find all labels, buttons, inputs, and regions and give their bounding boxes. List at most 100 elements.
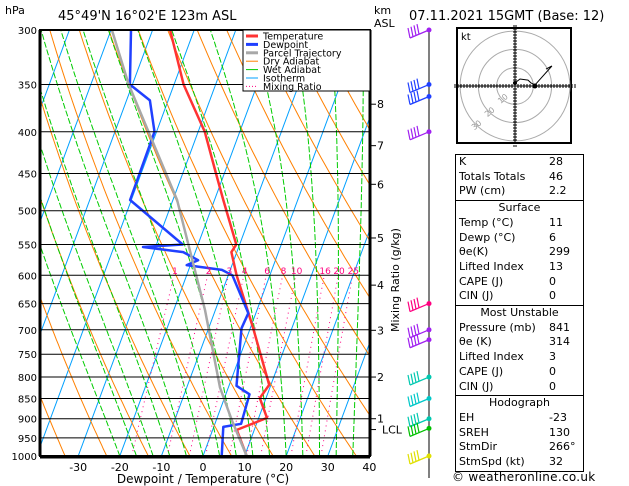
km-tick-label: 1: [377, 413, 384, 426]
index-value: 3: [549, 350, 556, 364]
index-value: 11: [549, 215, 563, 229]
wind-barb: [407, 297, 432, 313]
pressure-tick-label: 750: [18, 350, 37, 361]
index-value: 0: [549, 289, 556, 303]
wind-barb-feather: [413, 325, 417, 336]
wind-barb-feather: [407, 27, 411, 39]
pressure-tick-label: 300: [18, 26, 37, 37]
dry-adiabat-line: [601, 18, 629, 456]
index-label: StmDir: [459, 440, 498, 454]
isotherm-line: [160, 30, 320, 456]
wind-barb-feather: [410, 128, 414, 139]
pressure-tick-label: 650: [18, 300, 37, 311]
wind-barb: [407, 78, 432, 94]
wind-barb-shaft: [409, 329, 430, 339]
legend-label: Dry Adiabat: [263, 57, 320, 68]
index-value: 314: [549, 335, 570, 349]
wind-barb-feather: [413, 91, 417, 102]
dry-adiabat-line: [108, 30, 316, 456]
wind-barb: [407, 449, 432, 465]
index-value: 6: [549, 230, 556, 244]
km-tick-label: 2: [377, 371, 384, 384]
wind-barb: [407, 125, 432, 141]
index-label: Lifted Index: [459, 350, 524, 364]
wind-barb-feather: [407, 301, 411, 312]
pressure-tick-label: 350: [18, 81, 37, 92]
index-row: CIN (J) 0: [459, 380, 583, 395]
x-axis-title: Dewpoint / Temperature (°C): [117, 472, 289, 486]
pressure-tick-label: 700: [18, 326, 37, 337]
wind-barb-feather: [410, 336, 414, 347]
wind-barb-feather: [410, 373, 414, 384]
km-tick-label: LCL: [382, 424, 403, 437]
hodograph-start-dot: [513, 81, 517, 85]
wind-barb-feather: [413, 393, 417, 405]
x-tick-label: -20: [111, 461, 129, 474]
index-row: StmSpd (kt) 32: [459, 455, 583, 470]
x-tick-label: -10: [152, 461, 170, 474]
wind-barb-feather: [407, 453, 411, 465]
legend-label: Isotherm: [263, 74, 305, 85]
index-row: PW (cm) 2.2: [459, 184, 583, 199]
wind-barb-feather: [416, 323, 420, 335]
index-value: 28: [549, 155, 563, 168]
wind-barb-feather: [410, 81, 414, 92]
hodograph-trace: [514, 65, 553, 86]
hpa-label: hPa: [5, 4, 25, 17]
isotherm-line: [202, 30, 362, 456]
x-tick-label: 0: [200, 461, 207, 474]
legend-label: Parcel Trajectory: [263, 48, 342, 59]
x-tick-label: -30: [69, 461, 87, 474]
km-tick-label: 6: [377, 178, 384, 191]
index-row: EH -23: [459, 411, 583, 426]
wind-barb-feather: [416, 371, 420, 382]
footer-copyright: © weatheronline.co.uk: [452, 470, 596, 484]
km-label: km: [374, 4, 391, 17]
index-label: Pressure (mb): [459, 320, 536, 334]
index-value: 130: [549, 425, 570, 439]
index-label: CIN (J): [459, 289, 494, 303]
index-row: Temp (°C) 11: [459, 216, 583, 231]
x-tick-label: 30: [321, 461, 335, 474]
index-value: 0: [549, 379, 556, 393]
mixing-ratio-label: 3: [227, 267, 233, 277]
wind-barb-feather: [410, 395, 414, 406]
dry-adiabat-line: [40, 95, 191, 456]
km-tick-label: 4: [377, 279, 384, 292]
index-row: Pressure (mb) 841: [459, 321, 583, 336]
index-row: CAPE (J) 0: [459, 365, 583, 380]
legend-label: Dewpoint: [263, 40, 308, 51]
km-tick-label: 8: [377, 98, 384, 111]
mixing-ratio-label: 6: [264, 267, 270, 277]
legend-label: Wet Adiabat: [263, 65, 321, 76]
pressure-tick-label: 550: [18, 240, 37, 251]
wind-barb-feather: [416, 23, 420, 35]
km-tick-label: 5: [377, 232, 384, 245]
index-value: 46: [549, 169, 563, 183]
dry-adiabat-line: [167, 30, 370, 417]
pressure-tick-label: 500: [18, 207, 37, 218]
legend-label: Temperature: [262, 32, 323, 43]
surface-section: Surface Temp (°C) 11 Dewp (°C) 6 θe(K) 299 Lift…: [456, 200, 583, 305]
wind-barb: [407, 412, 432, 428]
wind-barb-feather: [407, 129, 411, 140]
mixing-ratio-label: 8: [281, 267, 287, 277]
index-label: Dewp (°C): [459, 230, 516, 244]
pressure-tick-label: 400: [18, 128, 37, 139]
location-title: 45°49'N 16°02'E 123m ASL: [58, 9, 237, 24]
pressure-tick-label: 1000: [12, 452, 37, 463]
mixing-ratio-axis-title: Mixing Ratio (g/kg): [389, 228, 402, 332]
wind-barb-feather: [410, 93, 414, 104]
x-tick-label: 40: [362, 461, 376, 474]
wind-barb-feather: [416, 297, 420, 308]
temperature-line: [168, 30, 271, 456]
isotherm-line: [40, 30, 195, 449]
index-row: CIN (J) 0: [459, 289, 583, 304]
isotherm-line: [327, 340, 370, 456]
wind-barb-feather: [416, 392, 420, 403]
index-row: Lifted Index 3: [459, 350, 583, 365]
wind-barb-feather: [413, 335, 417, 346]
index-value: 13: [549, 259, 563, 273]
